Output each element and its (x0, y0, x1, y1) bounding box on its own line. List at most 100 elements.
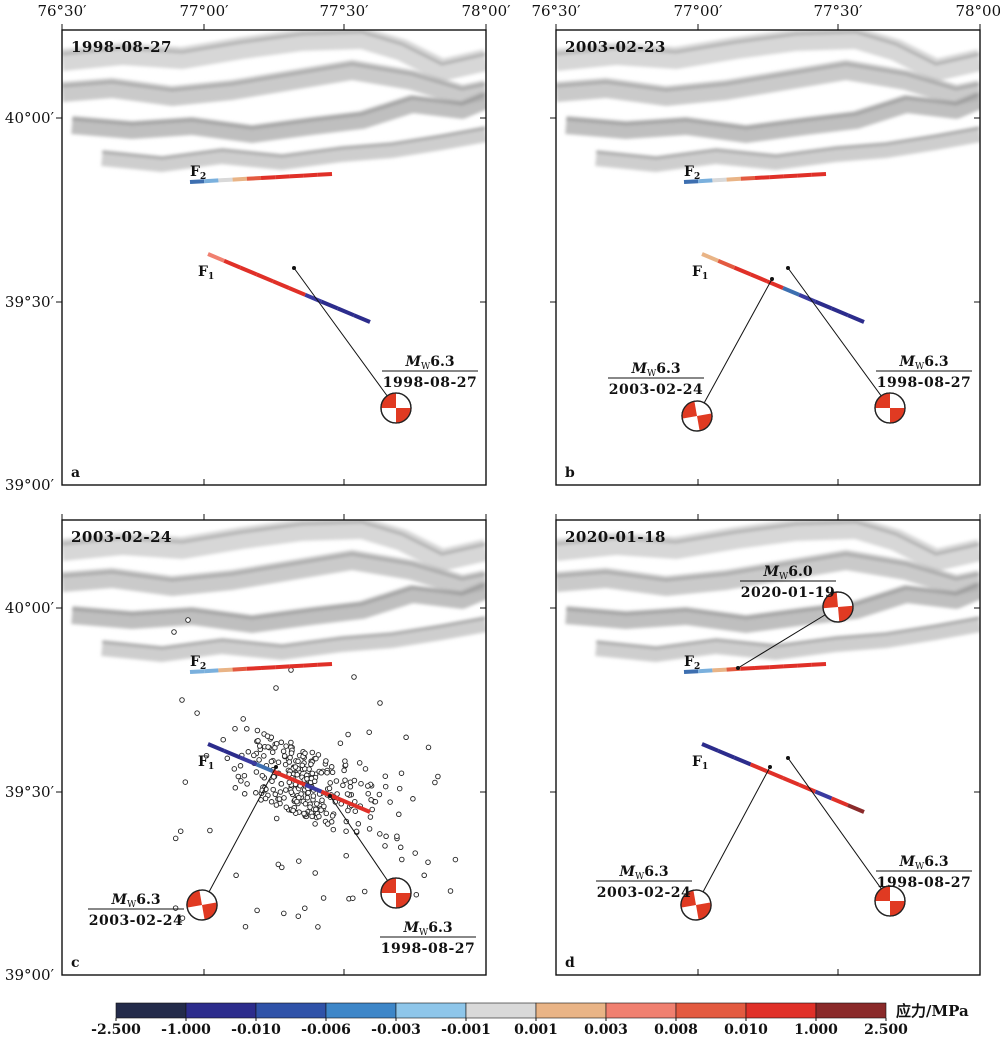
aftershock-marker (238, 778, 244, 784)
aftershock-marker (244, 781, 250, 787)
aftershock-marker (269, 749, 276, 755)
aftershock-marker (410, 796, 416, 802)
event-date-label: 2003-02-24 (597, 885, 692, 901)
map-panel-d: 2020-01-18dF1F2MW6.02020-01-19MW6.32003-… (550, 514, 981, 976)
fault-f2-segment (232, 176, 247, 182)
magnitude-symbol: M (404, 354, 421, 370)
fault-f2-segment (289, 663, 304, 669)
beachball-quadrant (396, 893, 411, 908)
aftershock-marker (326, 785, 333, 792)
aftershock-marker (259, 772, 266, 779)
colorbar-swatch (815, 1002, 887, 1019)
aftershock-marker (325, 821, 331, 827)
aftershock-marker (318, 770, 325, 776)
aftershock-marker (203, 752, 210, 759)
aftershock-marker (315, 752, 322, 758)
latitude-label: 40°00′ (5, 109, 55, 127)
aftershock-marker (432, 779, 438, 786)
aftershock-marker (273, 802, 280, 808)
aftershock-marker (251, 752, 257, 759)
aftershock-marker (368, 797, 374, 803)
magnitude-value: 6.3 (924, 354, 948, 370)
terrain-ridge (71, 91, 486, 143)
fault-f1-segment (749, 272, 768, 284)
aftershock-marker (323, 810, 330, 817)
focal-mechanism-beachball (186, 889, 218, 921)
fault-f1-segment (272, 279, 290, 290)
aftershock-marker (232, 725, 238, 732)
terrain-crest (62, 520, 486, 556)
fault-f2-segment (683, 669, 699, 674)
fault-f2-segment (303, 662, 318, 668)
aftershock-marker (319, 797, 325, 803)
magnitude-value: 6.3 (430, 354, 454, 370)
aftershock-marker (340, 782, 346, 789)
terrain-ridge (556, 550, 980, 596)
aftershock-marker (288, 750, 295, 756)
beachball-rim (874, 885, 906, 917)
aftershock-marker (394, 833, 400, 839)
longitude-label: 77°00′ (179, 2, 229, 20)
aftershock-marker (412, 850, 418, 856)
aftershock-marker (304, 794, 311, 801)
aftershock-marker (281, 910, 287, 917)
terrain-crest (101, 126, 486, 160)
aftershock-marker (292, 764, 299, 770)
terrain-ridge (71, 581, 486, 633)
terrain-crest (565, 92, 980, 130)
aftershock-marker (277, 789, 284, 795)
terrain-crest (595, 126, 980, 160)
latitude-label: 39°30′ (5, 293, 55, 311)
panel-letter: d (565, 955, 575, 971)
colorbar-tick-label: 2.500 (864, 1022, 908, 1038)
fault-f1-segment (336, 306, 355, 318)
colorbar-swatch (185, 1002, 257, 1019)
aftershock-marker (233, 872, 239, 879)
epicenter-leader-line (201, 766, 277, 906)
beachball-rim (822, 591, 854, 623)
colorbar-tick-label: -0.006 (301, 1022, 351, 1038)
longitude-label: 76°30′ (37, 2, 87, 20)
magnitude-symbol: M (630, 361, 647, 377)
magnitude-subscript: W (635, 872, 645, 882)
event-date-label: 2003-02-24 (609, 382, 704, 398)
fault-f2-segment (698, 178, 713, 184)
aftershock-marker (235, 773, 242, 780)
focal-mechanism-beachball (874, 885, 906, 917)
colorbar-swatch (115, 1002, 187, 1019)
fault-f2-subscript: 2 (200, 172, 206, 182)
aftershock-marker (311, 778, 318, 785)
fault-f1-segment (814, 299, 833, 311)
beachball-quadrant (396, 408, 411, 423)
fault-f1-subscript: 1 (702, 762, 708, 772)
fault-f1-segment (830, 796, 849, 808)
aftershock-marker (350, 895, 356, 901)
aftershock-marker (396, 811, 402, 818)
aftershock-marker (361, 888, 368, 895)
aftershock-marker (242, 923, 249, 930)
colorbar-tick-label: 1.000 (794, 1022, 838, 1038)
aftershock-marker (283, 804, 290, 810)
terrain-shading (62, 520, 486, 662)
fault-f1-segment (847, 313, 865, 324)
terrain-ridge (556, 30, 980, 81)
aftershock-marker (309, 813, 315, 820)
beachball-quadrant (681, 890, 696, 908)
event-date-label: 1998-08-27 (877, 375, 972, 391)
fault-f1-segment (749, 762, 768, 774)
magnitude-subscript: W (419, 928, 429, 938)
fault-f2-segment (246, 666, 262, 671)
epicenter-leader-line (293, 267, 397, 409)
panel-frame (61, 29, 487, 486)
magnitude-value: 6.3 (428, 920, 452, 936)
magnitude-value: 6.0 (788, 564, 813, 580)
fault-f2-segment (246, 176, 262, 181)
fault-f2-segment (218, 177, 233, 183)
aftershock-marker (276, 796, 283, 802)
beachball-quadrant (682, 401, 697, 419)
colorbar-tick-label: -2.500 (91, 1022, 141, 1038)
aftershock-marker (241, 772, 248, 779)
beachball-quadrant (202, 902, 217, 920)
stress-colorbar: -2.500 -1.000 -0.010 -0.006 -0.003 -0.001 0.00… (91, 1002, 969, 1038)
aftershock-marker (327, 780, 333, 786)
